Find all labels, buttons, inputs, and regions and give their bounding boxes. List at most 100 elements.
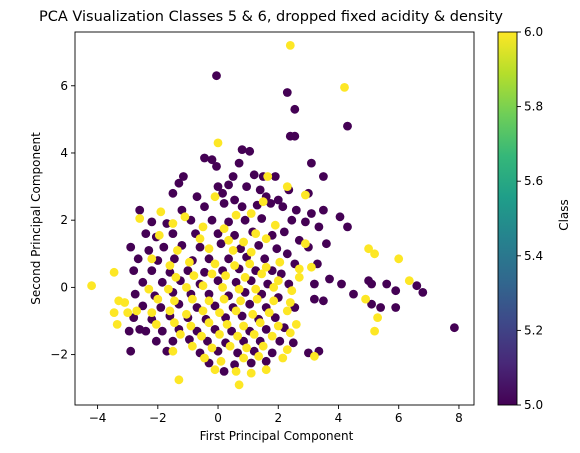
data-point-class-6 [231, 367, 241, 376]
data-point-class-6 [186, 321, 196, 331]
data-point-class-5 [266, 199, 276, 208]
data-point-class-5 [261, 325, 271, 334]
data-point-class-6 [174, 375, 184, 385]
data-point-class-6 [218, 283, 228, 292]
data-point-class-6 [261, 234, 271, 244]
data-point-class-6 [165, 306, 175, 316]
y-tick-label: 6 [60, 79, 68, 93]
data-point-class-6 [222, 320, 232, 329]
data-point-class-5 [126, 346, 136, 356]
data-point-class-6 [213, 138, 223, 148]
data-point-class-6 [307, 262, 316, 272]
data-point-class-6 [258, 197, 268, 207]
data-point-class-6 [170, 318, 179, 328]
data-point-class-6 [153, 294, 163, 304]
data-point-class-6 [109, 308, 119, 317]
data-point-class-6 [210, 192, 220, 202]
data-point-class-5 [185, 335, 194, 344]
data-point-class-5 [195, 242, 205, 252]
data-point-class-6 [231, 210, 241, 220]
colorbar: 5.0 5.2 5.4 5.6 5.8 6.0 [497, 25, 543, 412]
data-point-class-6 [219, 224, 229, 234]
data-point-class-6 [301, 190, 310, 200]
data-point-class-5 [183, 266, 193, 275]
colorbar-tick-label: 6.0 [524, 25, 543, 39]
data-point-class-6 [257, 269, 267, 279]
x-tick-label: 0 [214, 411, 222, 425]
data-point-class-6 [109, 267, 119, 277]
data-point-class-5 [224, 217, 234, 227]
x-tick-label: 6 [395, 411, 403, 425]
data-point-class-5 [207, 215, 217, 225]
data-point-class-6 [219, 294, 229, 304]
data-point-class-6 [200, 353, 209, 363]
data-point-class-6 [251, 229, 261, 239]
data-point-class-5 [144, 246, 154, 255]
data-point-class-6 [370, 249, 379, 259]
data-point-class-6 [364, 244, 373, 254]
data-point-class-6 [180, 212, 190, 222]
data-point-class-6 [246, 368, 256, 378]
data-point-class-6 [234, 284, 244, 294]
data-point-class-5 [343, 121, 352, 131]
data-point-class-6 [282, 306, 292, 316]
data-point-class-5 [237, 202, 247, 212]
data-point-class-5 [227, 326, 237, 336]
data-point-class-5 [290, 104, 300, 114]
chart-title: PCA Visualization Classes 5 & 6, dropped… [39, 9, 503, 25]
data-point-class-5 [124, 326, 134, 336]
data-point-class-5 [162, 346, 172, 356]
data-point-class-6 [198, 281, 208, 291]
data-point-class-5 [170, 254, 179, 264]
data-point-class-6 [87, 281, 96, 291]
data-point-class-5 [270, 172, 280, 181]
data-point-class-6 [215, 308, 224, 317]
data-point-class-6 [252, 294, 262, 304]
data-point-class-5 [343, 222, 352, 232]
data-point-class-6 [273, 321, 283, 331]
data-point-class-5 [282, 249, 292, 259]
data-point-class-6 [254, 351, 264, 361]
data-point-class-5 [254, 241, 264, 250]
data-point-class-5 [221, 313, 231, 322]
data-point-class-5 [228, 172, 238, 181]
data-point-class-5 [307, 209, 316, 218]
data-point-class-6 [269, 283, 279, 292]
data-point-class-6 [248, 309, 258, 319]
data-point-class-6 [278, 353, 288, 363]
data-point-class-6 [215, 330, 224, 339]
data-point-class-6 [249, 330, 259, 339]
plot-frame [74, 31, 475, 406]
data-point-class-5 [239, 336, 249, 346]
data-point-class-5 [147, 266, 157, 275]
data-point-class-5 [337, 279, 346, 289]
data-point-class-5 [157, 277, 167, 287]
data-point-class-6 [234, 380, 244, 390]
data-point-class-6 [270, 220, 280, 230]
data-point-class-5 [275, 336, 285, 346]
data-point-class-6 [210, 365, 220, 375]
data-point-class-5 [314, 222, 324, 232]
data-point-class-5 [213, 229, 223, 239]
data-point-class-5 [156, 303, 166, 312]
data-point-class-6 [170, 296, 179, 306]
data-point-class-6 [273, 276, 283, 286]
data-point-class-5 [242, 182, 252, 192]
data-point-class-6 [239, 237, 249, 247]
data-point-class-5 [272, 244, 282, 254]
data-point-class-5 [230, 230, 240, 240]
data-point-class-5 [261, 356, 271, 366]
colorbar-tick-label: 5.4 [524, 249, 543, 263]
data-point-class-6 [188, 294, 197, 304]
data-point-class-6 [171, 272, 181, 282]
data-point-class-5 [376, 303, 385, 312]
data-point-class-6 [207, 269, 217, 279]
x-tick-label: 2 [274, 411, 282, 425]
data-point-class-6 [198, 222, 208, 232]
data-point-class-5 [179, 172, 188, 181]
data-point-class-6 [261, 365, 271, 375]
data-point-class-6 [287, 286, 297, 296]
data-point-class-6 [225, 341, 235, 351]
data-point-class-5 [237, 311, 247, 321]
